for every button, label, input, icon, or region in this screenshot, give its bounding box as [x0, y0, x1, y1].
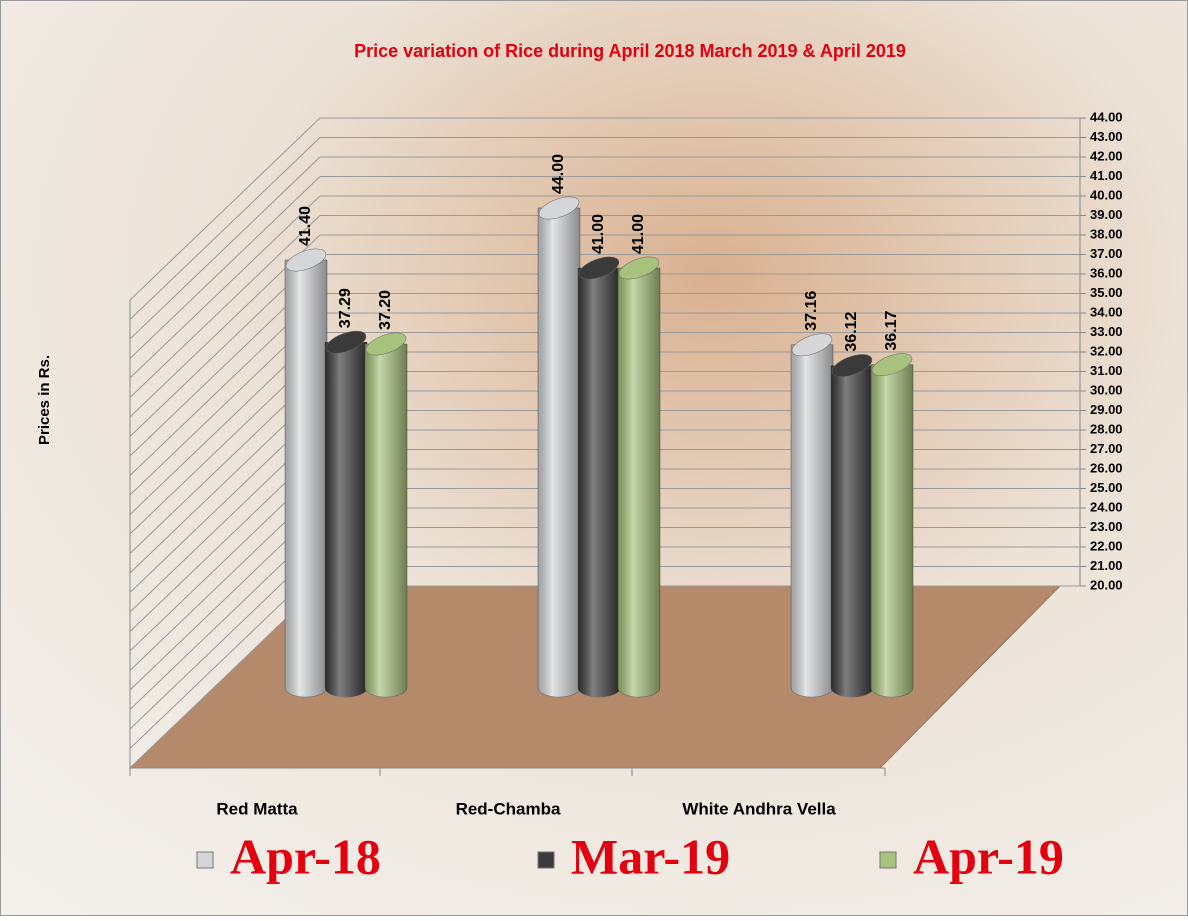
cylinder — [364, 332, 408, 698]
y-tick-label: 37.00 — [1090, 246, 1123, 261]
value-label: 41.00 — [630, 214, 647, 254]
legend-label: Mar-19 — [571, 828, 730, 884]
cylinder-top — [325, 330, 367, 354]
y-tick-label: 22.00 — [1090, 538, 1123, 553]
y-tick-label: 21.00 — [1090, 558, 1123, 573]
y-tick-label: 30.00 — [1090, 382, 1123, 397]
cylinder-top — [578, 256, 620, 280]
cylinder-shade — [325, 342, 367, 697]
y-tick-label: 39.00 — [1090, 207, 1123, 222]
cylinder-shade — [578, 268, 620, 697]
value-label: 41.40 — [297, 206, 314, 246]
cylinder-top — [618, 256, 660, 280]
legend-label: Apr-19 — [913, 828, 1064, 884]
y-tick-label: 34.00 — [1090, 304, 1123, 319]
cylinder — [577, 256, 621, 698]
cylinder-shade — [871, 364, 913, 697]
y-tick-label: 28.00 — [1090, 421, 1123, 436]
y-tick-label: 27.00 — [1090, 441, 1123, 456]
cylinder — [324, 330, 368, 698]
y-tick-label: 25.00 — [1090, 480, 1123, 495]
cylinder-shade — [365, 344, 407, 697]
grid-line — [129, 215, 321, 398]
x-tick-label: Red Matta — [216, 799, 298, 818]
cylinder-shade — [831, 365, 873, 697]
y-axis-title: Prices in Rs. — [36, 355, 53, 445]
cylinder-top — [831, 354, 873, 377]
x-tick-label: White Andhra Vella — [682, 799, 836, 818]
y-tick-label: 24.00 — [1090, 499, 1123, 514]
y-tick-label: 36.00 — [1090, 265, 1123, 280]
y-tick-label: 33.00 — [1090, 324, 1123, 339]
value-label: 36.17 — [883, 310, 900, 350]
grid-line — [129, 137, 321, 320]
chart-title: Price variation of Rice during April 201… — [354, 41, 906, 61]
y-tick-label: 38.00 — [1090, 226, 1123, 241]
y-tick-label: 40.00 — [1090, 187, 1123, 202]
y-tick-label: 29.00 — [1090, 402, 1123, 417]
cylinder-top — [791, 333, 833, 357]
legend-label: Apr-18 — [230, 828, 381, 884]
cylinder-top — [538, 196, 580, 220]
y-tick-label: 35.00 — [1090, 285, 1123, 300]
value-label: 37.29 — [337, 288, 354, 328]
cylinder — [790, 333, 834, 698]
cylinder — [284, 248, 328, 698]
value-label: 37.20 — [377, 290, 394, 330]
cylinder — [870, 353, 914, 698]
grid-line — [129, 195, 321, 379]
cylinder-top — [285, 248, 327, 272]
y-tick-label: 32.00 — [1090, 343, 1123, 358]
grid-line — [129, 176, 321, 359]
y-tick-label: 20.00 — [1090, 577, 1123, 592]
grid-line — [129, 156, 321, 340]
value-label: 44.00 — [550, 154, 567, 194]
legend-swatch — [537, 851, 555, 869]
cylinder-shade — [538, 208, 580, 697]
y-tick-label: 42.00 — [1090, 148, 1123, 163]
cylinder — [830, 354, 874, 698]
y-tick-label: 26.00 — [1090, 460, 1123, 475]
cylinder — [537, 196, 581, 698]
cylinder-top — [365, 332, 407, 356]
y-tick-label: 43.00 — [1090, 129, 1123, 144]
cylinder-shade — [285, 260, 327, 697]
cylinder-shade — [791, 344, 833, 697]
legend-swatch — [879, 851, 897, 869]
y-tick-label: 44.00 — [1090, 109, 1123, 124]
cylinder-top — [871, 353, 913, 376]
x-tick-label: Red-Chamba — [456, 799, 561, 818]
y-tick-label: 41.00 — [1090, 168, 1123, 183]
y-tick-label: 23.00 — [1090, 519, 1123, 534]
cylinder-shade — [618, 268, 660, 697]
value-label: 37.16 — [803, 291, 820, 331]
legend-swatch — [196, 851, 214, 869]
y-tick-label: 31.00 — [1090, 363, 1123, 378]
grid-line — [129, 117, 321, 301]
value-label: 36.12 — [843, 311, 860, 351]
value-label: 41.00 — [590, 214, 607, 254]
cylinder — [617, 256, 661, 698]
